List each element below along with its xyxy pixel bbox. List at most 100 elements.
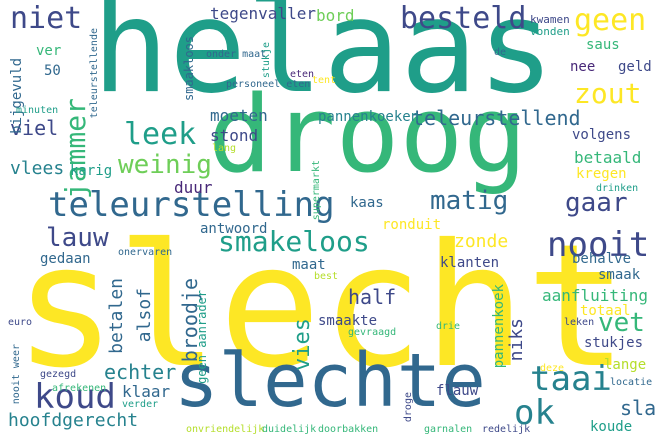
word-50: 50: [44, 63, 61, 79]
word-geen: geen: [574, 3, 647, 38]
word-bijgevuld: bijgevuld: [9, 58, 25, 134]
word-geen-aanrader: geen aanrader: [195, 290, 209, 384]
word-pannenkoeken: pannenkoeken: [318, 109, 420, 125]
word-gezegd: gezegd: [40, 369, 77, 380]
word-behalve: behalve: [572, 251, 632, 267]
word-deze: deze: [540, 363, 565, 374]
word-lauw: lauw: [46, 223, 109, 253]
word-tegenvaller: tegenvaller: [210, 4, 316, 23]
word-onder-maat: onder maat: [206, 49, 267, 60]
word-half: half: [348, 285, 397, 309]
word-doorbakken: doorbakken: [318, 424, 379, 435]
word-smakeloos: smakeloos: [218, 225, 370, 258]
word-drinken: drinken: [596, 183, 639, 194]
word-eten: eten: [290, 69, 315, 80]
word-kaas: kaas: [350, 195, 384, 211]
word-verder: verder: [122, 399, 159, 410]
word-afrekenen: afrekenen: [52, 383, 107, 394]
word-betaald: betaald: [574, 148, 642, 167]
word-jammer: jammer: [59, 98, 92, 200]
word-gaar: gaar: [565, 188, 628, 218]
word-koud: koud: [34, 377, 116, 417]
word-vies: vies: [290, 318, 315, 371]
word-stukjes: stukjes: [584, 335, 644, 351]
word-viel: viel: [10, 116, 59, 140]
word-matig: matig: [430, 186, 509, 216]
word-garnalen: garnalen: [424, 424, 473, 435]
word-helaas: helaas: [92, 0, 555, 122]
word-lang: lang: [212, 143, 237, 154]
word-klanten: klanten: [440, 255, 500, 271]
word-antwoord: antwoord: [200, 221, 268, 237]
word-moeten: moeten: [210, 106, 268, 125]
word-nee: nee: [570, 59, 596, 75]
word-hoofdgerecht: hoofdgerecht: [8, 410, 139, 431]
word-euro: euro: [8, 317, 33, 328]
word-slechte: slechte: [174, 338, 486, 424]
word-klaar: klaar: [122, 382, 171, 401]
word-stond: stond: [210, 126, 259, 145]
word-supermarkt: supermarkt: [311, 160, 322, 221]
word-echter: echter: [104, 360, 177, 384]
word-teleurstelling: teleurstelling: [48, 185, 335, 225]
word-karig: karig: [70, 163, 113, 179]
word-gedaan: gedaan: [40, 251, 91, 267]
word-leken: leken: [564, 317, 595, 328]
word-personeel-eten: personeel eten: [226, 79, 311, 90]
word-kwamen: kwamen: [530, 13, 570, 26]
word-vet: vet: [598, 308, 645, 338]
word-leek: leek: [124, 117, 197, 152]
word-drie: drie: [436, 321, 461, 332]
word-betalen: betalen: [106, 278, 127, 354]
word-ok: ok: [514, 393, 555, 433]
word-aanfluiting: aanfluiting: [542, 286, 648, 305]
word-gevraagd: gevraagd: [348, 327, 397, 338]
word-onervaren: onervaren: [118, 247, 173, 258]
word-totaal: totaal: [580, 303, 631, 319]
word-alsof: alsof: [134, 288, 155, 343]
word-taai: taai: [530, 359, 612, 399]
word-ronduit: ronduit: [382, 217, 442, 233]
word-weinig: weinig: [118, 150, 212, 180]
word-slecht: slecht: [14, 208, 629, 406]
word-maat: maat: [292, 257, 326, 273]
word-stukje: stukje: [261, 42, 272, 79]
word-nooit: nooit: [547, 225, 650, 265]
word-locatie: locatie: [610, 377, 653, 388]
word-droge: droge: [403, 392, 414, 423]
word-duidelijk: duidelijk: [262, 424, 317, 435]
word-ver: ver: [36, 43, 62, 59]
word-droog: droog: [208, 73, 528, 196]
word-sla: sla: [620, 396, 657, 420]
word-teleurstellend: teleurstellend: [412, 106, 581, 130]
word-de: de: [494, 47, 507, 58]
word-tent: tent: [312, 75, 337, 86]
word-niks: niks: [506, 318, 527, 362]
word-volgens: volgens: [572, 127, 632, 143]
word-vonden: vonden: [530, 25, 570, 38]
word-zout: zout: [574, 77, 642, 110]
word-koude: koude: [590, 419, 633, 435]
word-zonde: zonde: [454, 231, 509, 252]
word-kregen: kregen: [576, 166, 627, 182]
word-saus: saus: [586, 37, 620, 53]
word-onvriendelijk: onvriendelijk: [186, 424, 265, 435]
word-pannenkoek: pannenkoek: [491, 284, 507, 369]
word-minuten: minuten: [16, 105, 59, 116]
word-niet: niet: [10, 1, 83, 36]
word-teleurstellende: teleurstellende: [89, 28, 100, 119]
word-duur: duur: [174, 178, 213, 197]
word-best: best: [314, 271, 339, 282]
word-nooit-weer: nooit weer: [11, 344, 22, 405]
word-smaakloos: smaakloos: [182, 36, 196, 102]
word-redelijk: redelijk: [482, 424, 531, 435]
word-lange: lange: [604, 357, 647, 373]
word-besteld: besteld: [400, 1, 527, 36]
word-vlees: vlees: [10, 158, 65, 179]
word-bord: bord: [316, 6, 355, 25]
word-smaakte: smaakte: [318, 313, 378, 329]
word-smaak: smaak: [598, 267, 641, 283]
word-geld: geld: [618, 59, 652, 75]
word-flauw: flauw: [436, 383, 479, 399]
